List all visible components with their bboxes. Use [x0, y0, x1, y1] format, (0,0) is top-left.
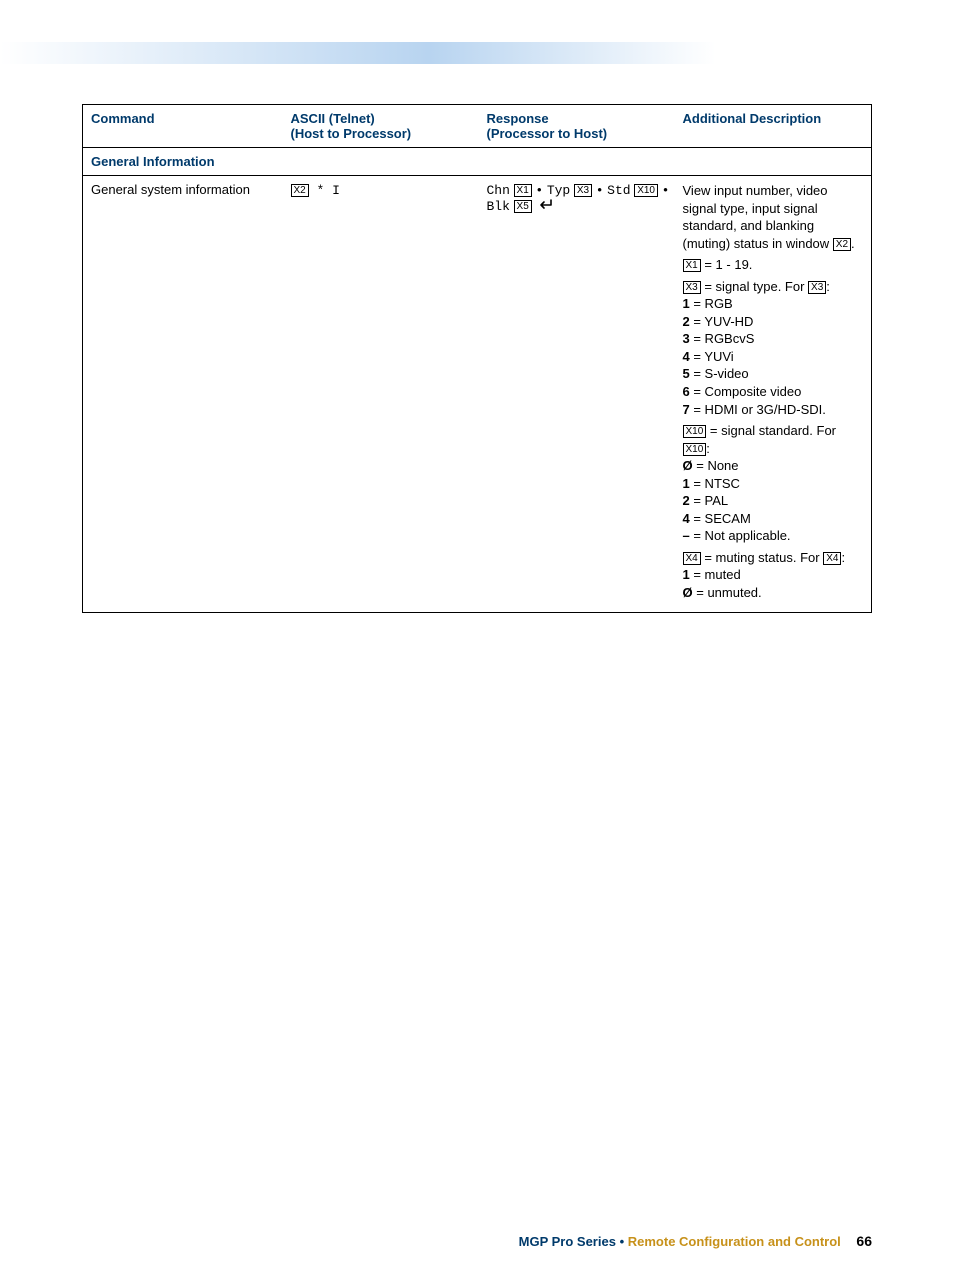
s3: 3 — [683, 331, 690, 346]
cell-command: General system information — [83, 176, 283, 613]
stdDash: – — [683, 528, 690, 543]
section-title: General Information — [83, 148, 872, 176]
desc-intro-var: X2 — [833, 238, 851, 251]
header-gradient — [0, 42, 954, 64]
stdDasht: = Not applicable. — [690, 528, 791, 543]
x4-var2: X4 — [823, 552, 841, 565]
response-cell: Chn X1 • Typ X3 • Std X10 • Blk X5 — [479, 176, 675, 612]
resp-v4: X5 — [514, 200, 532, 213]
th-ascii: ASCII (Telnet) (Host to Processor) — [283, 105, 479, 148]
x10-mid: = signal standard. For — [706, 423, 836, 438]
x1-var: X1 — [683, 259, 701, 272]
desc-intro-t2: . — [851, 236, 855, 251]
m1: 1 — [683, 567, 690, 582]
footer-page: 66 — [856, 1233, 872, 1249]
footer-bullet: • — [620, 1234, 625, 1249]
s6: 6 — [683, 384, 690, 399]
desc-intro-t1: View input number, video signal type, in… — [683, 183, 833, 251]
desc-x10: X10 = signal standard. For X10: Ø = None… — [683, 422, 864, 545]
x4-var: X4 — [683, 552, 701, 565]
s7t: = HDMI or 3G/HD-SDI. — [690, 402, 826, 417]
std4t: = SECAM — [690, 511, 751, 526]
x3-mid: = signal type. For — [701, 279, 808, 294]
s4: 4 — [683, 349, 690, 364]
x10-tail: : — [706, 441, 710, 456]
page-body: Command ASCII (Telnet) (Host to Processo… — [0, 64, 954, 613]
return-icon — [537, 199, 553, 214]
header-row: Command ASCII (Telnet) (Host to Processo… — [83, 105, 872, 148]
desc-x3: X3 = signal type. For X3: 1 = RGB 2 = YU… — [683, 278, 864, 418]
th-response-l1: Response — [487, 111, 549, 126]
footer-section: Remote Configuration and Control — [628, 1234, 841, 1249]
s6t: = Composite video — [690, 384, 802, 399]
resp-p1: Chn — [487, 183, 510, 198]
th-additional: Additional Description — [675, 105, 872, 148]
std2t: = PAL — [690, 493, 728, 508]
s1t: = RGB — [690, 296, 733, 311]
x3-tail: : — [826, 279, 830, 294]
x4-tail: : — [841, 550, 845, 565]
s7: 7 — [683, 402, 690, 417]
x1-text: = 1 - 19. — [701, 257, 753, 272]
s2: 2 — [683, 314, 690, 329]
data-row: General system information X2 * I Chn X1… — [83, 176, 872, 613]
desc-intro: View input number, video signal type, in… — [683, 182, 864, 252]
s5t: = S-video — [690, 366, 749, 381]
section-row: General Information — [83, 148, 872, 176]
th-command: Command — [83, 105, 283, 148]
desc-x4: X4 = muting status. For X4: 1 = muted Ø … — [683, 549, 864, 602]
resp-v3: X10 — [634, 184, 658, 197]
ascii-var: X2 — [291, 184, 309, 197]
x3-var2: X3 — [808, 281, 826, 294]
s4t: = YUVi — [690, 349, 734, 364]
command-table: Command ASCII (Telnet) (Host to Processo… — [82, 104, 872, 613]
std2: 2 — [683, 493, 690, 508]
x10-var: X10 — [683, 425, 707, 438]
resp-b2: • — [596, 183, 604, 198]
m0t: = unmuted. — [693, 585, 762, 600]
m1t: = muted — [690, 567, 741, 582]
footer-product: MGP Pro Series — [519, 1234, 616, 1249]
cell-response-desc: Chn X1 • Typ X3 • Std X10 • Blk X5 — [479, 176, 872, 613]
x4-mid: = muting status. For — [701, 550, 823, 565]
resp-v2: X3 — [574, 184, 592, 197]
resp-b1: • — [535, 183, 543, 198]
s2t: = YUV-HD — [690, 314, 754, 329]
desc-x1: X1 = 1 - 19. — [683, 256, 864, 274]
m0: Ø — [683, 585, 693, 600]
th-ascii-l1: ASCII (Telnet) — [291, 111, 375, 126]
resp-p3: Std — [607, 183, 630, 198]
std4: 4 — [683, 511, 690, 526]
th-ascii-l2: (Host to Processor) — [291, 126, 412, 141]
s3t: = RGBcvS — [690, 331, 755, 346]
x3-var: X3 — [683, 281, 701, 294]
std0: Ø — [683, 458, 693, 473]
std1: 1 — [683, 476, 690, 491]
page-footer: MGP Pro Series • Remote Configuration an… — [519, 1233, 872, 1249]
x10-var2: X10 — [683, 443, 707, 456]
description-cell: View input number, video signal type, in… — [675, 176, 872, 612]
std1t: = NTSC — [690, 476, 740, 491]
cell-ascii: X2 * I — [283, 176, 479, 613]
ascii-tail: * I — [309, 183, 340, 198]
resp-p4: Blk — [487, 199, 510, 214]
s5: 5 — [683, 366, 690, 381]
resp-v1: X1 — [514, 184, 532, 197]
th-response: Response (Processor to Host) — [479, 105, 675, 148]
th-response-l2: (Processor to Host) — [487, 126, 608, 141]
resp-p2: Typ — [547, 183, 570, 198]
std0t: = None — [693, 458, 739, 473]
s1: 1 — [683, 296, 690, 311]
resp-b3: • — [662, 183, 670, 198]
